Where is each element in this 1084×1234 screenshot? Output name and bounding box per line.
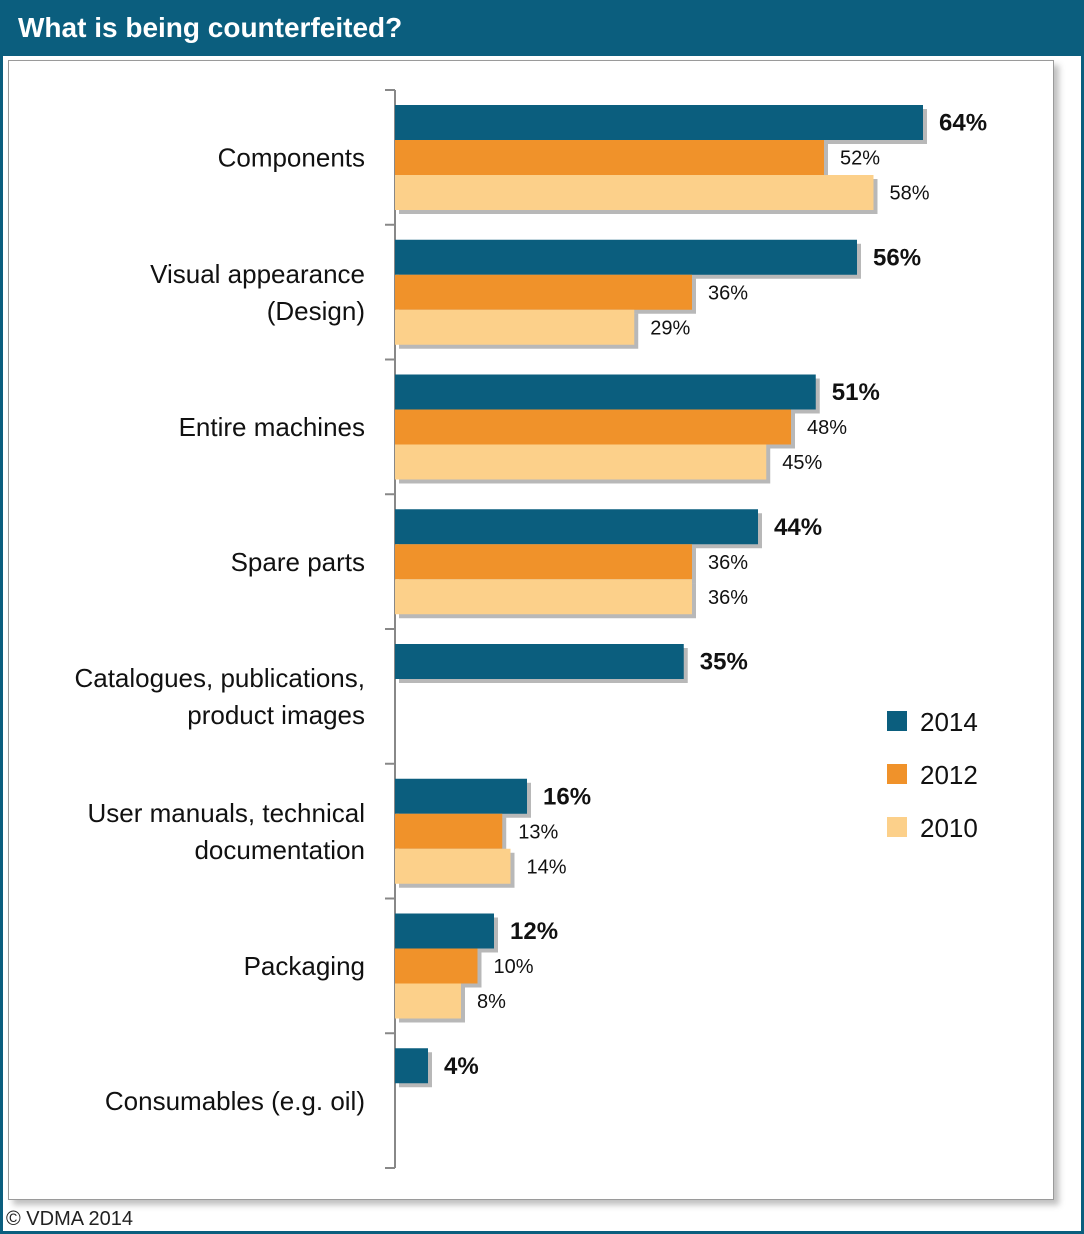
bar-2012 xyxy=(395,948,478,984)
data-label-2014: 56% xyxy=(873,244,921,271)
bar-2010 xyxy=(395,309,635,345)
legend-label-2012: 2012 xyxy=(920,760,978,790)
data-label-2010: 14% xyxy=(527,856,567,878)
category-label-line: Catalogues, publications, xyxy=(74,663,365,693)
chart-area: Components 64% 52% 58% Visual appearance (Des… xyxy=(8,60,1054,1200)
chart-title: What is being counterfeited? xyxy=(0,0,1084,56)
bar-2010 xyxy=(395,444,767,480)
bar-2014 xyxy=(395,644,684,679)
data-label-2010: 36% xyxy=(708,587,748,609)
legend-swatch-2012 xyxy=(887,764,907,784)
bar-2014 xyxy=(395,913,494,949)
legend-label-2010: 2010 xyxy=(920,813,978,843)
category-label: Catalogues, publications, product images xyxy=(74,663,365,730)
data-label-2010: 8% xyxy=(477,991,506,1013)
category-label: Consumables (e.g. oil) xyxy=(105,1086,365,1116)
category-label: Components xyxy=(218,143,365,173)
bar-2010 xyxy=(395,175,874,210)
category-label: Packaging xyxy=(244,951,365,981)
category-label-line: Entire machines xyxy=(179,412,365,442)
category-label-line: documentation xyxy=(194,835,365,865)
bar-2014 xyxy=(395,374,816,410)
bar-2010 xyxy=(395,848,511,884)
bar-2014 xyxy=(395,509,758,545)
bar-2014 xyxy=(395,239,857,275)
bar-2012 xyxy=(395,813,503,849)
bar-2012 xyxy=(395,409,791,445)
copyright-footer: © VDMA 2014 xyxy=(6,1208,134,1230)
bar-2012 xyxy=(395,140,824,175)
category-label: Visual appearance (Design) xyxy=(150,259,365,326)
data-label-2012: 10% xyxy=(494,956,534,978)
data-label-2014: 64% xyxy=(939,110,987,137)
bar-2012 xyxy=(395,544,692,580)
category-label-line: (Design) xyxy=(267,296,365,326)
data-label-2014: 44% xyxy=(774,514,822,541)
data-label-2012: 36% xyxy=(708,552,748,574)
bar-2010 xyxy=(395,579,692,615)
category-label-line: product images xyxy=(187,700,365,730)
data-label-2012: 52% xyxy=(840,148,880,170)
category-label-line: Visual appearance xyxy=(150,259,365,289)
data-label-2010: 58% xyxy=(890,183,930,205)
bar-2010 xyxy=(395,983,461,1019)
data-label-2014: 35% xyxy=(700,649,748,676)
category-label-line: Packaging xyxy=(244,951,365,981)
data-label-2014: 51% xyxy=(832,379,880,406)
data-label-2014: 4% xyxy=(444,1053,479,1080)
data-label-2014: 12% xyxy=(510,918,558,945)
bar-2014 xyxy=(395,1048,428,1084)
legend-label-2014: 2014 xyxy=(920,707,978,737)
bar-2014 xyxy=(395,778,527,814)
category-label-line: User manuals, technical xyxy=(88,798,365,828)
legend-swatch-2014 xyxy=(887,711,907,731)
data-label-2012: 48% xyxy=(807,417,847,439)
category-label: Spare parts xyxy=(231,547,365,577)
data-label-2012: 36% xyxy=(708,282,748,304)
category-label: Entire machines xyxy=(179,412,365,442)
bar-chart: Components 64% 52% 58% Visual appearance (Des… xyxy=(74,89,987,1169)
bar-2012 xyxy=(395,274,692,310)
category-label-line: Spare parts xyxy=(231,547,365,577)
bar-2014 xyxy=(395,105,923,140)
data-label-2012: 13% xyxy=(518,821,558,843)
data-label-2014: 16% xyxy=(543,783,591,810)
legend-swatch-2010 xyxy=(887,817,907,837)
category-label-line: Components xyxy=(218,143,365,173)
data-label-2010: 45% xyxy=(782,452,822,474)
category-label: User manuals, technical documentation xyxy=(88,798,365,865)
data-label-2010: 29% xyxy=(650,317,690,339)
category-label-line: Consumables (e.g. oil) xyxy=(105,1086,365,1116)
